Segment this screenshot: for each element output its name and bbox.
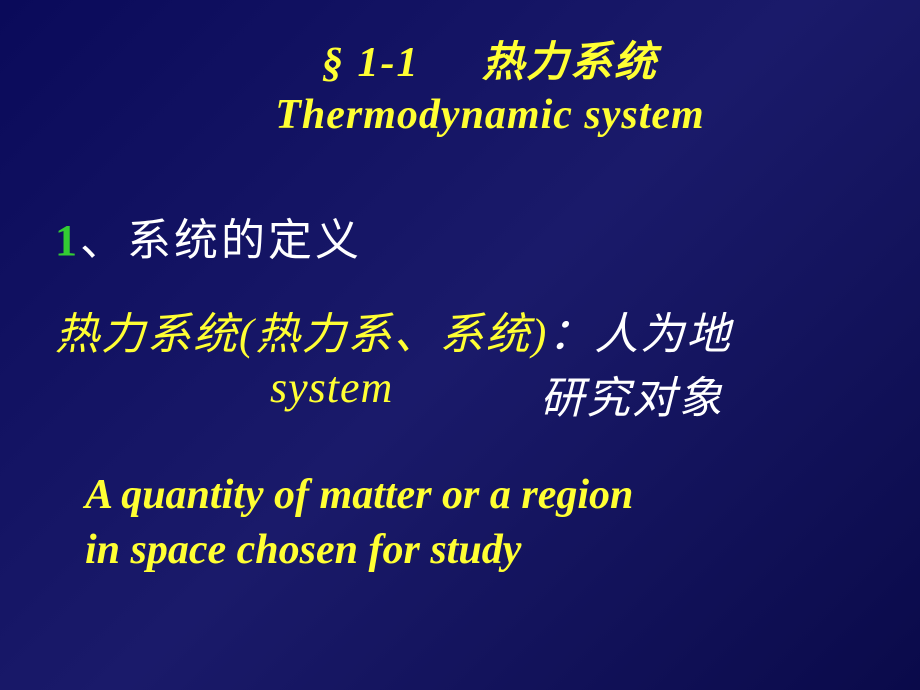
slide-title-main: § 1-1 热力系统 (0, 0, 920, 89)
english-def-line1: A quantity of matter or a region (85, 468, 920, 523)
section-number: 1-1 (357, 40, 419, 86)
heading-text: 系统的定义 (127, 216, 362, 265)
title-chinese: 热力系统 (482, 40, 658, 86)
title-english: Thermodynamic system (275, 92, 704, 138)
definition-right-bottom: 研究对象 (540, 362, 724, 426)
heading-separator: 、 (80, 216, 127, 265)
definition-separator: ： (548, 310, 594, 359)
definition-line-2: system 研究对象 (0, 362, 920, 413)
heading-number: 1 (55, 216, 80, 265)
definition-term: 热力系统(热力系、系统) (55, 310, 548, 359)
title-spacer (432, 40, 470, 86)
english-def-line2: in space chosen for study (85, 523, 920, 578)
section-heading: 1、系统的定义 (0, 204, 920, 268)
definition-right-top: 人为地 (594, 310, 732, 359)
system-english: system (270, 363, 393, 412)
slide-title-sub: Thermodynamic system (0, 91, 920, 139)
definition-line-1: 热力系统(热力系、系统)：人为地 (0, 298, 920, 362)
section-symbol: § (322, 40, 345, 86)
english-definition: A quantity of matter or a region in spac… (0, 468, 920, 577)
